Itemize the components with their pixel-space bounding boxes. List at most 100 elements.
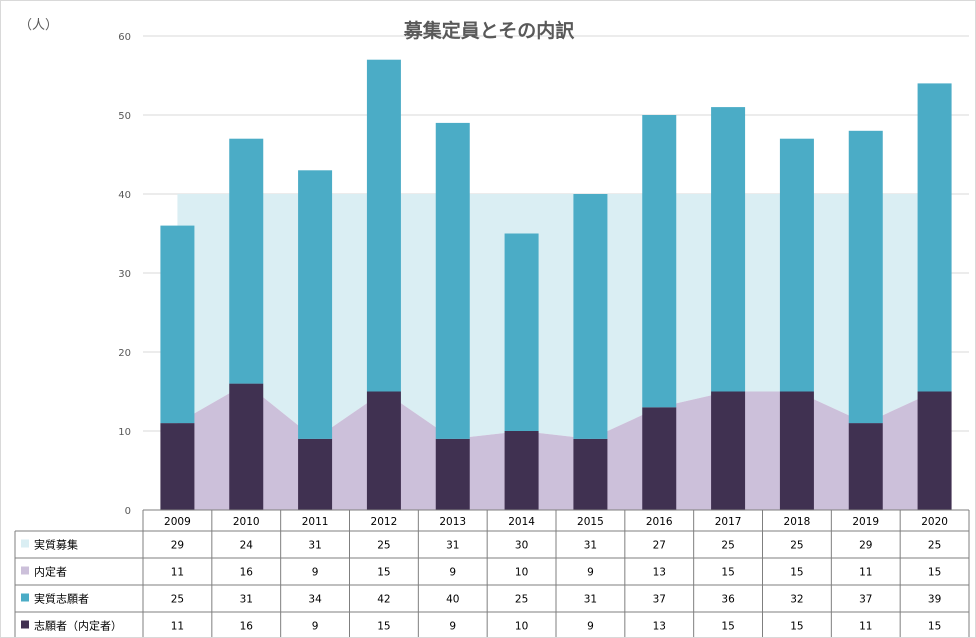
- table-cell: 30: [515, 540, 528, 552]
- bar-shigansha-2018: [779, 391, 814, 510]
- table-cell: 25: [790, 540, 803, 552]
- table-cell: 11: [171, 567, 184, 579]
- y-tick-label: 0: [125, 506, 131, 517]
- x-tick-label: 2010: [233, 516, 260, 528]
- x-tick-label: 2015: [577, 516, 604, 528]
- area-jisshitsu-boshu: [177, 194, 935, 439]
- table-cell: 15: [928, 621, 941, 633]
- legend-swatch: [21, 593, 29, 602]
- y-tick-label: 10: [118, 427, 131, 438]
- legend-swatch: [21, 539, 29, 548]
- table-cell: 9: [449, 567, 456, 579]
- bar-shigansha-2015: [573, 438, 608, 510]
- x-tick-label: 2016: [646, 516, 673, 528]
- bar-jisshitsu-shigansha-2011: [298, 170, 333, 439]
- y-tick-label: 60: [118, 32, 131, 43]
- table-cell: 16: [240, 621, 254, 633]
- table-cell: 36: [721, 594, 735, 606]
- x-tick-label: 2013: [439, 516, 466, 528]
- table-cell: 9: [587, 621, 594, 633]
- table-cell: 25: [721, 540, 734, 552]
- table-cell: 31: [240, 594, 253, 606]
- table-cell: 11: [171, 621, 184, 633]
- legend-label: 実質募集: [34, 538, 78, 552]
- table-cell: 9: [312, 567, 319, 579]
- table-cell: 10: [515, 567, 528, 579]
- table-cell: 29: [859, 540, 872, 552]
- legend-label: 内定者: [34, 565, 67, 579]
- bar-jisshitsu-shigansha-2010: [229, 138, 264, 384]
- bar-shigansha-2016: [642, 407, 677, 510]
- x-tick-label: 2011: [302, 516, 329, 528]
- table-cell: 13: [653, 567, 666, 579]
- table-cell: 34: [308, 594, 322, 606]
- table-cell: 31: [308, 540, 321, 552]
- table-cell: 16: [240, 567, 254, 579]
- bar-shigansha-2013: [435, 438, 470, 510]
- bar-jisshitsu-shigansha-2009: [160, 225, 195, 424]
- table-cell: 11: [859, 621, 872, 633]
- x-tick-label: 2014: [508, 516, 535, 528]
- table-cell: 31: [584, 540, 597, 552]
- unit-label: （人）: [19, 18, 58, 33]
- bar-jisshitsu-shigansha-2013: [435, 122, 470, 439]
- table-cell: 13: [653, 621, 666, 633]
- table-cell: 29: [171, 540, 184, 552]
- x-tick-label: 2020: [921, 516, 948, 528]
- table-cell: 9: [587, 567, 594, 579]
- legend-swatch: [21, 566, 29, 575]
- table-cell: 15: [721, 621, 734, 633]
- table-cell: 32: [790, 594, 803, 606]
- bar-jisshitsu-shigansha-2020: [917, 83, 952, 392]
- table-cell: 31: [584, 594, 597, 606]
- bar-series: [160, 59, 952, 510]
- y-tick-label: 30: [118, 269, 131, 280]
- table-cell: 42: [377, 594, 390, 606]
- bar-jisshitsu-shigansha-2014: [504, 233, 539, 431]
- table-cell: 25: [928, 540, 941, 552]
- table-cell: 25: [515, 594, 528, 606]
- area-naiteisha: [177, 383, 935, 510]
- table-cell: 11: [859, 567, 872, 579]
- table-cell: 15: [928, 567, 941, 579]
- bar-jisshitsu-shigansha-2017: [711, 107, 746, 392]
- table-cell: 27: [653, 540, 666, 552]
- table-cell: 9: [449, 621, 456, 633]
- bar-shigansha-2009: [160, 423, 195, 510]
- table-cell: 24: [240, 540, 254, 552]
- table-cell: 15: [790, 621, 803, 633]
- bar-jisshitsu-shigansha-2012: [366, 59, 401, 392]
- bar-shigansha-2020: [917, 391, 952, 510]
- legend-label: 実質志願者: [34, 592, 89, 606]
- chart-title: 募集定員とその内訳: [403, 19, 575, 42]
- bar-jisshitsu-shigansha-2018: [779, 138, 814, 392]
- legend-label: 志願者（内定者）: [34, 619, 122, 633]
- y-tick-label: 50: [118, 111, 131, 122]
- x-tick-label: 2012: [371, 516, 398, 528]
- bar-shigansha-2012: [366, 391, 401, 510]
- bar-jisshitsu-shigansha-2019: [848, 130, 883, 424]
- table-cell: 10: [515, 621, 528, 633]
- table-cell: 37: [859, 594, 872, 606]
- table-cell: 40: [446, 594, 459, 606]
- table-cell: 25: [171, 594, 184, 606]
- x-tick-label: 2019: [852, 516, 879, 528]
- x-tick-label: 2017: [715, 516, 742, 528]
- bar-jisshitsu-shigansha-2015: [573, 194, 608, 439]
- table-cell: 15: [721, 567, 734, 579]
- x-tick-label: 2009: [164, 516, 191, 528]
- x-tick-label: 2018: [784, 516, 811, 528]
- data-table: 2009 2010 2011 2012 2013 2014 2015 2016 2017 2018…: [14, 509, 970, 637]
- table-cell: 39: [928, 594, 941, 606]
- bar-shigansha-2019: [848, 423, 883, 510]
- bar-shigansha-2010: [229, 383, 264, 510]
- bar-shigansha-2014: [504, 431, 539, 510]
- table-cell: 31: [446, 540, 459, 552]
- area-series: [177, 194, 935, 510]
- y-tick-label: 40: [118, 190, 131, 201]
- table-cell: 15: [377, 621, 390, 633]
- bar-jisshitsu-shigansha-2016: [642, 115, 677, 408]
- legend-swatch: [21, 620, 29, 629]
- y-tick-label: 20: [118, 348, 131, 359]
